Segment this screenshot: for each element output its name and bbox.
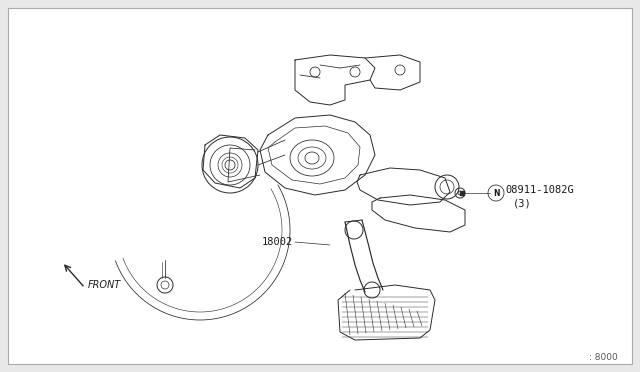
Polygon shape [338,285,435,340]
Text: N: N [493,189,499,198]
Text: : 8000: : 8000 [589,353,618,362]
Text: 18002: 18002 [262,237,293,247]
Text: FRONT: FRONT [88,280,121,290]
Text: 08911-1082G: 08911-1082G [505,185,573,195]
Text: (3): (3) [513,199,532,209]
